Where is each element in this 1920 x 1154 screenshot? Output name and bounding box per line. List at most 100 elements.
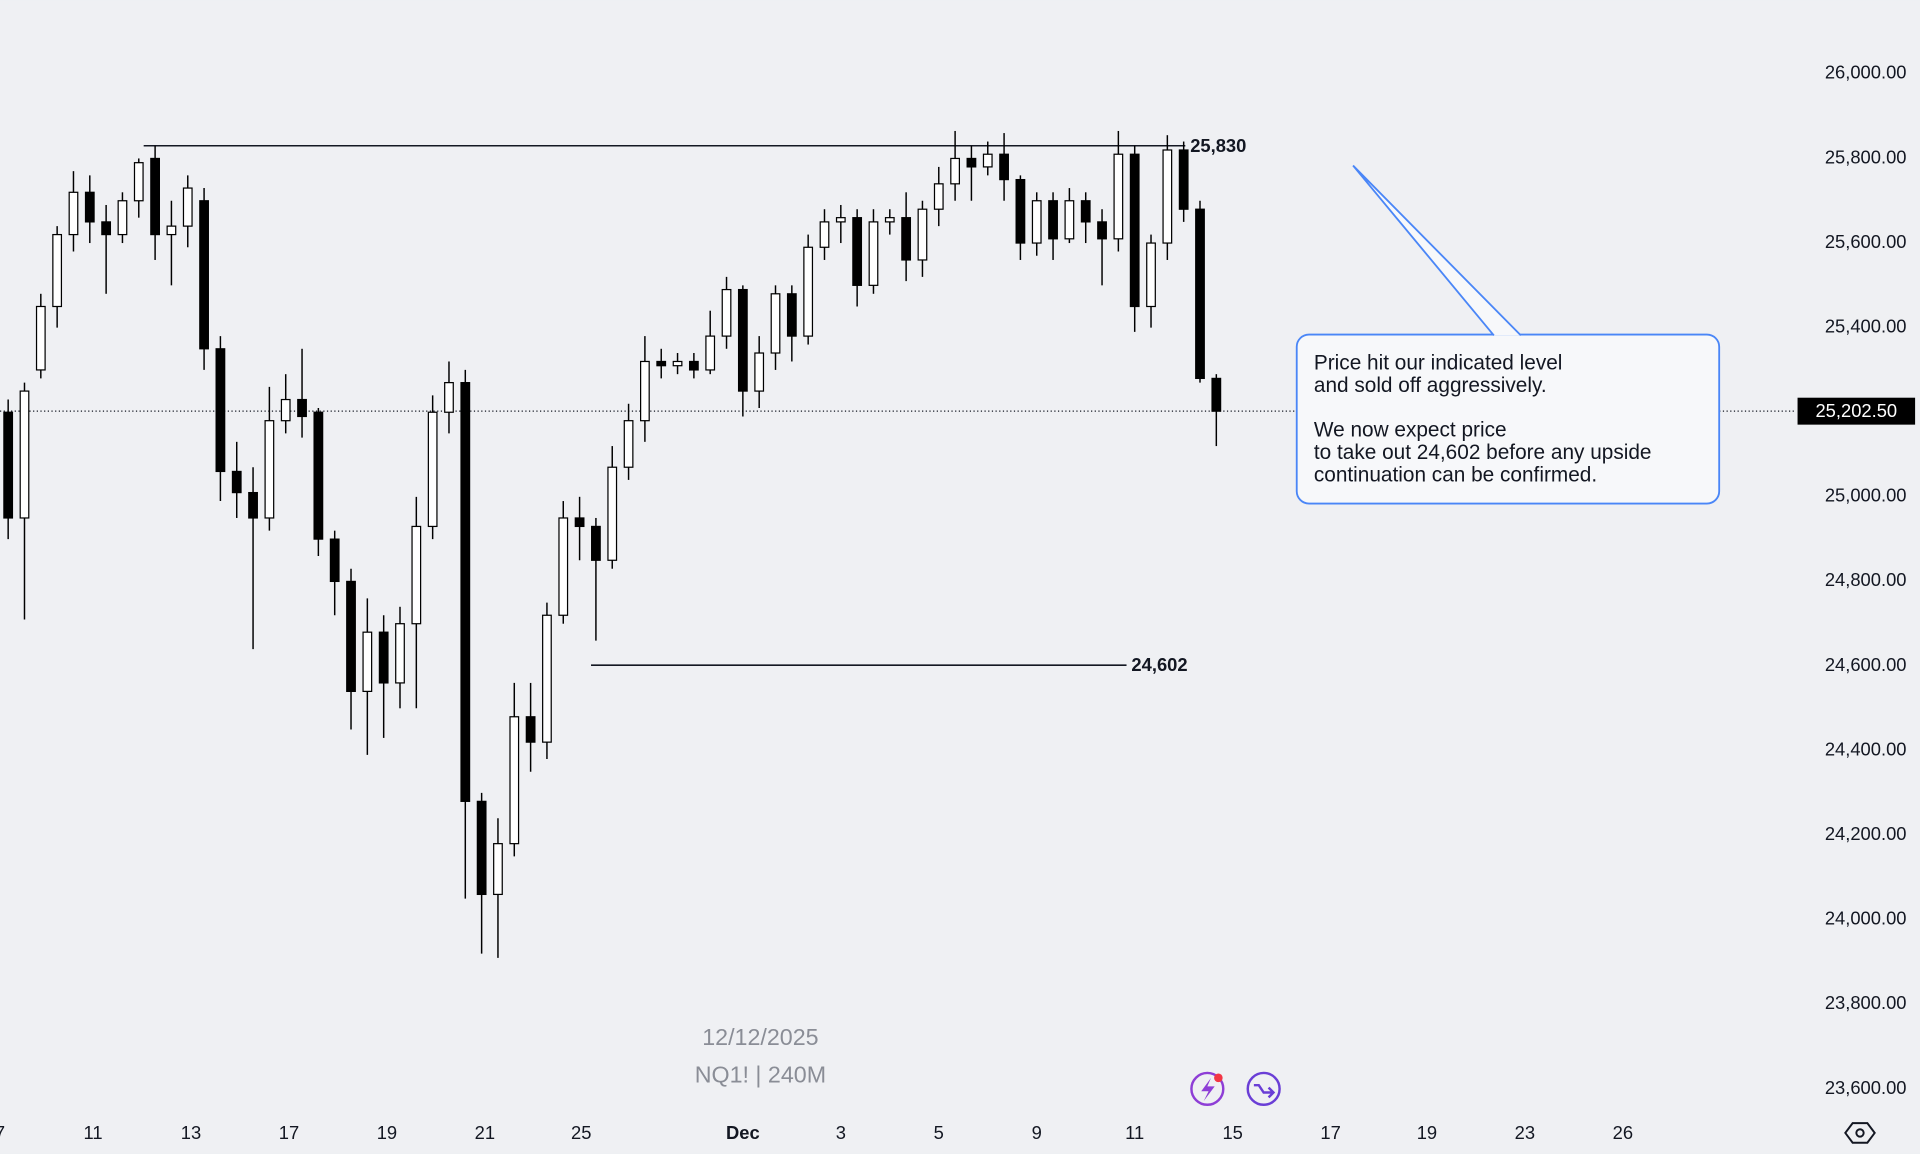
y-tick-label: 25,600.00 [1825, 231, 1907, 252]
candle-body [199, 200, 209, 350]
candle-body [917, 208, 928, 261]
y-tick-label: 25,400.00 [1825, 315, 1907, 336]
y-tick-label: 23,600.00 [1825, 1077, 1907, 1098]
candle-body [395, 623, 405, 684]
level-label: 25,830 [1190, 135, 1246, 156]
candle-body [999, 153, 1009, 181]
candle-body [950, 157, 960, 185]
candle-body [509, 716, 520, 845]
candle-body [1097, 221, 1107, 240]
candle-body [933, 183, 944, 210]
candle-body [231, 470, 242, 494]
x-tick-label: 15 [1222, 1122, 1242, 1143]
x-tick-label: 21 [475, 1122, 495, 1143]
watermark: 12/12/2025 [702, 1024, 818, 1050]
candle-body [901, 217, 912, 261]
watermark: NQ1! | 240M [695, 1062, 826, 1088]
last-price-label: 25,202.50 [1815, 400, 1897, 421]
candle-body [313, 411, 324, 540]
settings-center [1855, 1128, 1865, 1138]
candle-body [493, 843, 503, 896]
annotation-text: continuation can be confirmed. [1314, 463, 1597, 486]
candle-body [182, 187, 193, 227]
candle-body [688, 360, 699, 371]
x-tick-label: 11 [84, 1122, 103, 1143]
replay-icon[interactable] [1246, 1071, 1281, 1106]
candle-body [819, 221, 830, 248]
candle-body [721, 288, 732, 337]
y-tick-label: 24,400.00 [1825, 738, 1907, 759]
x-tick-label: Dec [726, 1122, 760, 1143]
x-tick-label: 23 [1515, 1122, 1535, 1143]
candle-body [591, 525, 601, 561]
candle-body [542, 614, 552, 743]
candle-body [378, 631, 389, 684]
candle-body [1129, 153, 1140, 308]
candle-body [1162, 149, 1173, 244]
candle-body [1015, 178, 1026, 244]
candle-body [329, 538, 340, 583]
candle-body [737, 288, 748, 392]
x-tick-label: 7 [0, 1122, 5, 1143]
level-label: 24,602 [1131, 654, 1187, 675]
x-tick-label: 11 [1125, 1122, 1144, 1143]
annotation-text: Price hit our indicated level [1314, 351, 1563, 374]
candle-body [607, 466, 618, 561]
candle-body [150, 157, 160, 236]
candle-body [3, 411, 14, 519]
candle-body [672, 360, 683, 367]
toolbar-icons[interactable] [1190, 1071, 1876, 1144]
x-tick-label: 13 [181, 1122, 201, 1143]
candle-body [966, 157, 977, 168]
candle-body [754, 352, 765, 392]
candle-body [525, 716, 536, 743]
candle-body [574, 517, 585, 528]
candle-body [1146, 242, 1156, 308]
candle-body [770, 293, 781, 354]
candle-body [133, 162, 144, 202]
candle-body [656, 360, 667, 367]
candle-body [1178, 149, 1189, 210]
candle-body [786, 293, 797, 337]
y-tick-label: 23,800.00 [1825, 992, 1907, 1013]
candle-body [1048, 200, 1058, 240]
candle-body [1195, 208, 1205, 380]
candle-body [803, 246, 814, 337]
candle-body [411, 525, 422, 625]
x-tick-label: 19 [377, 1122, 397, 1143]
alert-icon[interactable] [1190, 1071, 1225, 1106]
candle-body [1064, 200, 1075, 240]
candle-body [52, 233, 63, 308]
last-price-box [1797, 397, 1916, 425]
settings-icon[interactable] [1844, 1122, 1876, 1144]
alert-bolt [1201, 1077, 1215, 1102]
annotation-text: We now expect price [1314, 419, 1507, 442]
alert-dot [1214, 1073, 1223, 1083]
candle-body [35, 305, 46, 371]
x-tick-label: 17 [279, 1122, 299, 1143]
candle-body [280, 398, 291, 422]
candle-body [558, 517, 569, 616]
candle-body [444, 382, 454, 413]
candle-body [346, 580, 356, 692]
candle-body [1031, 200, 1042, 244]
y-tick-label: 24,000.00 [1825, 908, 1907, 929]
x-tick-label: 17 [1320, 1122, 1340, 1143]
candle-body [19, 390, 30, 519]
candle-body [982, 153, 993, 168]
candle-body [623, 420, 634, 468]
y-tick-label: 24,200.00 [1825, 823, 1907, 844]
candle-body [476, 800, 487, 896]
candle-body [117, 200, 128, 236]
replay-arrow [1253, 1083, 1276, 1099]
y-tick-label: 25,800.00 [1825, 146, 1907, 167]
candle-body [362, 631, 373, 692]
annotation-pointer [1352, 164, 1522, 337]
x-tick-label: 3 [836, 1122, 846, 1143]
candle-body [1113, 153, 1124, 240]
candle-body [297, 398, 307, 418]
